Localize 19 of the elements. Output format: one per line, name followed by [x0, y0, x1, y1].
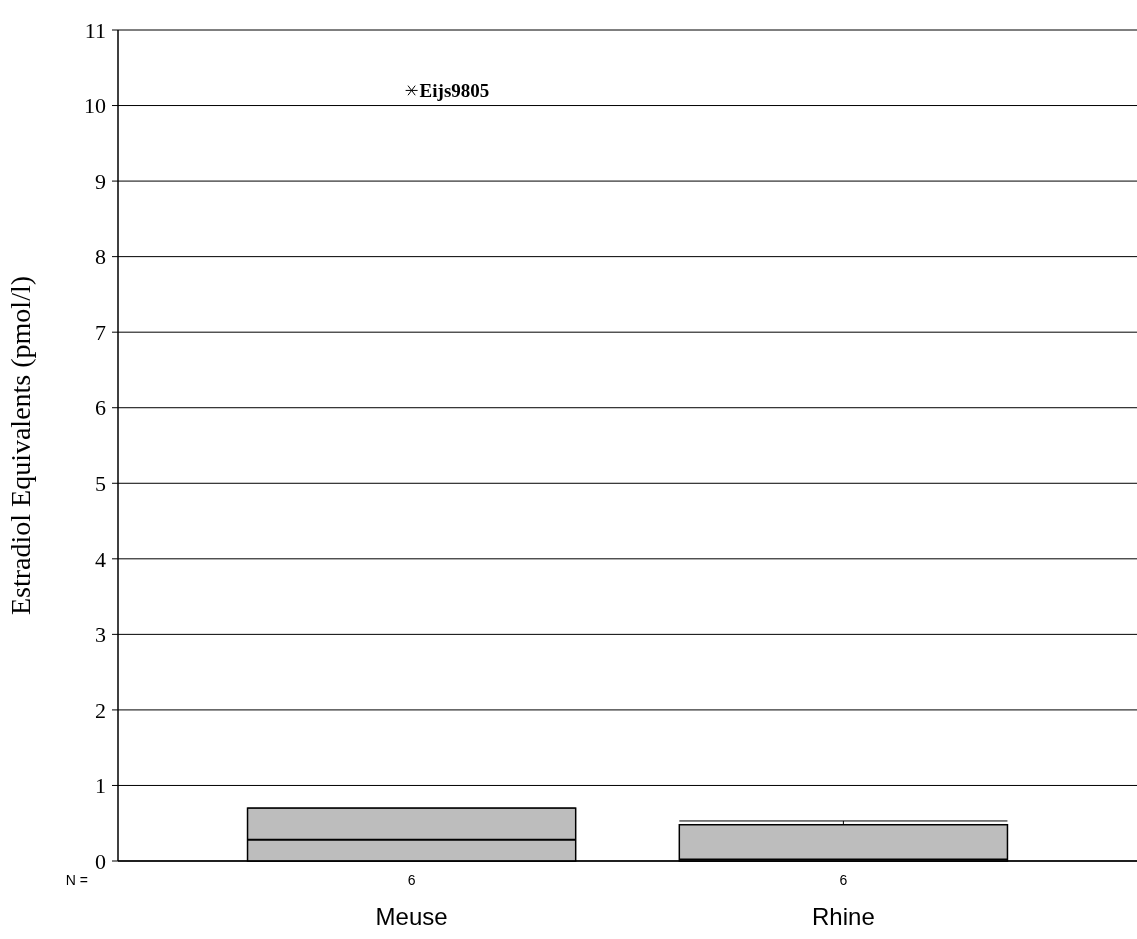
y-axis-title: Estradiol Equivalents (pmol/l): [5, 275, 36, 616]
y-tick-label: 1: [95, 773, 106, 799]
annotation: Eijs9805: [419, 80, 490, 102]
y-tick-label: 3: [95, 622, 106, 648]
y-tick-label: 5: [95, 470, 106, 496]
y-tick-label: 8: [95, 244, 106, 270]
y-tick-label: 9: [95, 168, 106, 194]
y-tick-label: 2: [95, 697, 106, 723]
text: N =: [65, 872, 88, 888]
text: 6: [839, 872, 848, 888]
y-tick-label: 6: [95, 395, 106, 421]
y-tick-label: 11: [84, 17, 106, 43]
y-tick-label: 10: [84, 93, 106, 119]
text: 6: [407, 872, 416, 888]
y-tick-label: 4: [95, 546, 106, 572]
y-tick-label: 0: [95, 848, 106, 874]
x-tick-label: Meuse: [375, 903, 448, 930]
y-tick-label: 7: [95, 319, 106, 345]
x-tick-label: Rhine: [812, 903, 875, 930]
